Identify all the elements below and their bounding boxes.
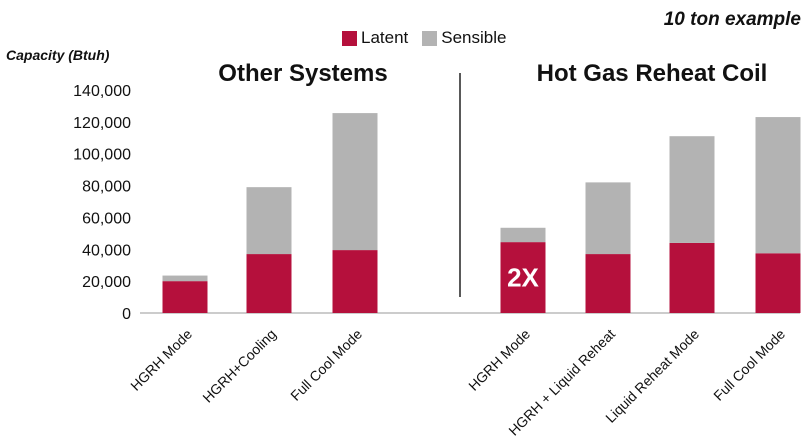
bar-sensible	[246, 187, 292, 255]
bar-sensible	[755, 117, 801, 254]
group-title-other-systems: Other Systems	[218, 60, 388, 87]
x-tick-label: HGRH Mode	[465, 326, 533, 394]
y-tick-label: 0	[122, 306, 131, 323]
bar-sensible	[500, 227, 546, 243]
legend-label-sensible: Sensible	[441, 28, 507, 47]
bar-sensible	[585, 182, 631, 255]
y-axis-label: Capacity (Btuh)	[6, 47, 110, 63]
legend-item-latent: Latent	[342, 28, 408, 48]
y-tick-label: 120,000	[73, 115, 131, 132]
x-tick-label: Full Cool Mode	[710, 326, 788, 404]
x-tick-label: Liquid Reheat Mode	[602, 326, 702, 426]
group-title-hot-gas-reheat: Hot Gas Reheat Coil	[536, 60, 768, 87]
y-tick-label: 60,000	[82, 210, 131, 227]
bar-sensible	[332, 113, 378, 251]
bar-latent	[585, 254, 631, 313]
y-tick-label: 40,000	[82, 242, 131, 259]
bar-latent	[669, 242, 715, 313]
y-tick-label: 20,000	[82, 274, 131, 291]
bar-latent	[162, 281, 208, 313]
data-annotation-2x: 2X	[507, 263, 539, 293]
y-tick-label: 80,000	[82, 179, 131, 196]
y-tick-label: 100,000	[73, 147, 131, 164]
bar-latent	[500, 242, 546, 313]
legend-swatch-sensible	[422, 30, 438, 46]
bar-sensible	[162, 275, 208, 282]
x-tick-label: Full Cool Mode	[287, 326, 365, 404]
bar-latent	[332, 250, 378, 313]
legend: Latent Sensible	[342, 28, 506, 48]
bar-latent	[246, 254, 292, 313]
chart-corner-note: 10 ton example	[663, 9, 801, 30]
x-tick-label: HGRH Mode	[127, 326, 195, 394]
legend-label-latent: Latent	[361, 28, 409, 47]
y-tick-label: 140,000	[73, 83, 131, 100]
x-tick-label: HGRH+Cooling	[199, 326, 279, 406]
legend-item-sensible: Sensible	[422, 28, 506, 48]
bar-latent	[755, 253, 801, 313]
legend-swatch-latent	[342, 30, 357, 46]
bar-sensible	[669, 136, 715, 243]
